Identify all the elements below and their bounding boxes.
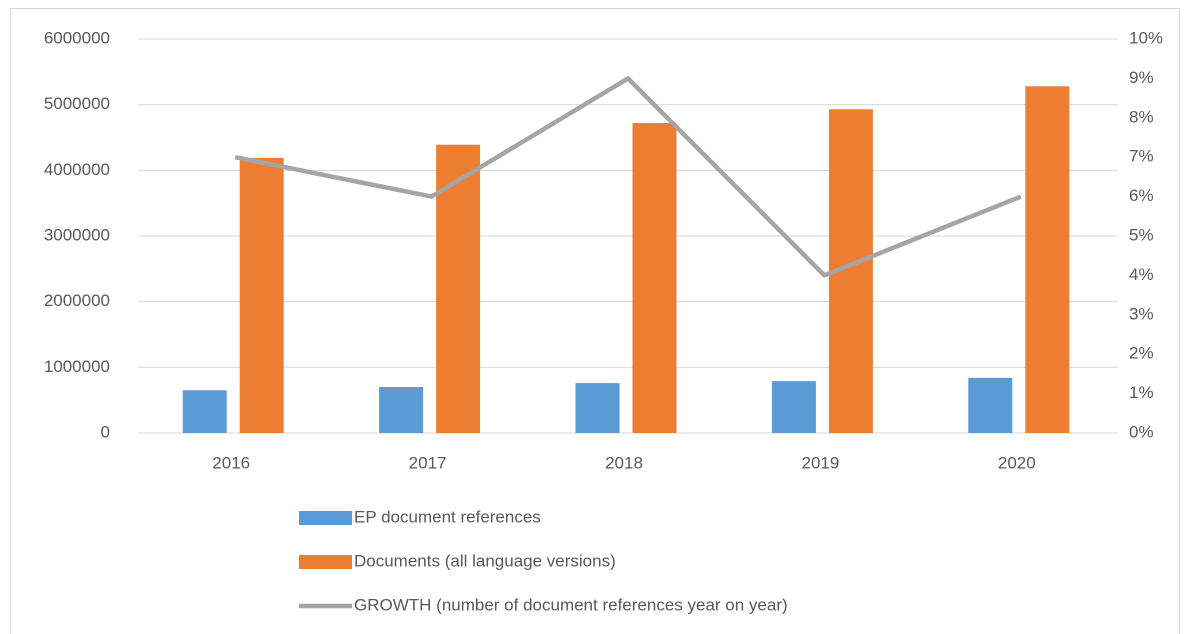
bar (1025, 86, 1070, 433)
y-tick-label: 1000000 (44, 357, 110, 376)
bar (632, 123, 677, 433)
y-tick-label: 2000000 (44, 291, 110, 310)
y2-tick-label: 7% (1129, 147, 1154, 166)
bar (968, 377, 1013, 433)
x-tick-label: 2017 (409, 453, 447, 472)
y-tick-label: 5000000 (44, 94, 110, 113)
x-tick-label: 2019 (801, 453, 839, 472)
legend-swatch (299, 511, 352, 525)
chart-frame (10, 8, 1180, 634)
y2-tick-label: 2% (1129, 344, 1154, 363)
bar (575, 383, 620, 433)
y2-tick-label: 9% (1129, 68, 1154, 87)
y-tick-label: 4000000 (44, 160, 110, 179)
bar (379, 387, 424, 433)
legend-label: GROWTH (number of document references ye… (354, 595, 788, 614)
x-tick-label: 2016 (212, 453, 250, 472)
bar (771, 381, 816, 433)
legend-swatch (299, 555, 352, 569)
y2-tick-label: 10% (1129, 28, 1163, 47)
y2-tick-label: 1% (1129, 383, 1154, 402)
y2-tick-label: 4% (1129, 265, 1154, 284)
y2-tick-label: 0% (1129, 422, 1154, 441)
bar (239, 157, 284, 433)
y-tick-label: 6000000 (44, 28, 110, 47)
line (234, 76, 1022, 278)
bar (436, 144, 481, 433)
y-tick-label: 3000000 (44, 225, 110, 244)
legend-label: Documents (all language versions) (354, 551, 616, 570)
y2-tick-label: 8% (1129, 107, 1154, 126)
y2-tick-label: 6% (1129, 186, 1154, 205)
legend-label: EP document references (354, 507, 541, 526)
bar (182, 390, 227, 433)
y-tick-label: 0 (101, 422, 110, 441)
y2-tick-label: 3% (1129, 304, 1154, 323)
y2-tick-label: 5% (1129, 225, 1154, 244)
x-tick-label: 2018 (605, 453, 643, 472)
x-tick-label: 2020 (998, 453, 1036, 472)
